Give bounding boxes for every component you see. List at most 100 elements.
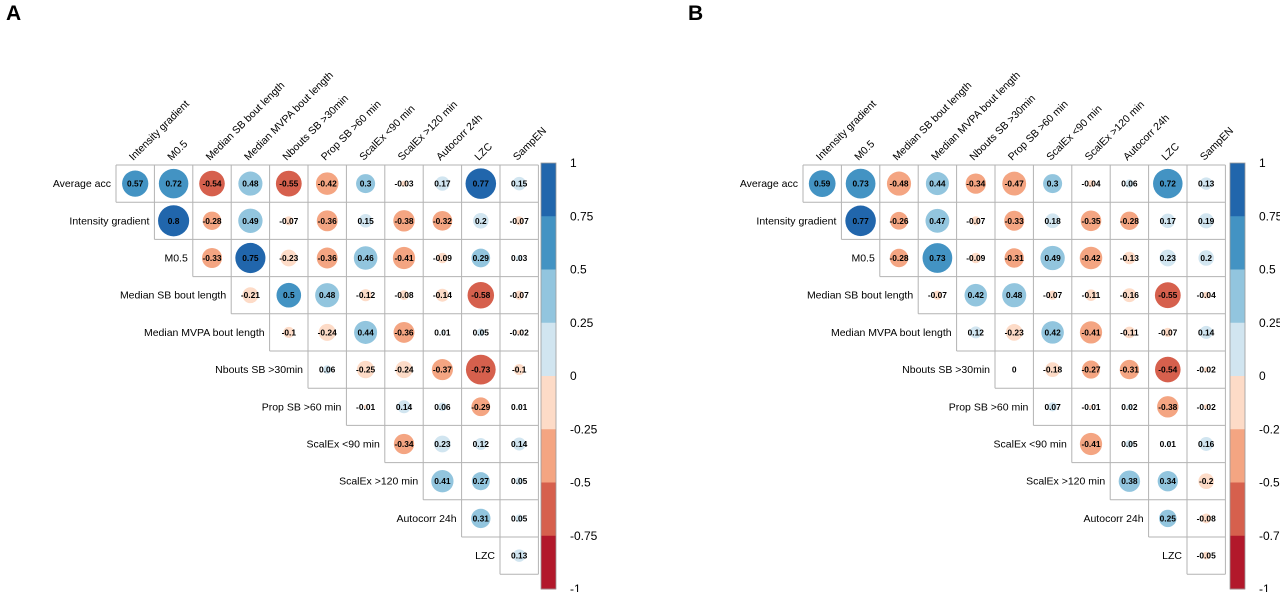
correlation-circle [845, 168, 876, 199]
correlation-circle [122, 170, 149, 197]
correlation-circle [1202, 551, 1211, 560]
colorbar-segment [541, 163, 556, 217]
correlation-circle [1198, 473, 1214, 489]
correlation-value: 0.16 [1198, 439, 1215, 449]
panel-letter: B [688, 2, 703, 25]
correlation-circle [845, 205, 876, 237]
correlation-value: -0.28 [1120, 216, 1139, 226]
correlation-circle [400, 180, 408, 187]
correlation-value: -0.01 [356, 402, 375, 412]
correlation-circle [1045, 362, 1060, 377]
correlation-circle [1045, 213, 1060, 229]
correlation-circle [280, 249, 298, 267]
correlation-value: -0.07 [1043, 290, 1062, 300]
colorbar-tick-label: 0 [1259, 369, 1266, 383]
correlation-circle [1123, 326, 1136, 339]
colorbar-segment [541, 482, 556, 537]
correlation-circle [434, 435, 451, 453]
correlation-circle [1087, 180, 1095, 188]
correlation-value: -0.55 [279, 179, 298, 189]
correlation-circle [471, 508, 491, 529]
correlation-circle [1157, 396, 1179, 418]
correlation-circle [1123, 251, 1136, 265]
colorbar-tick-label: -0.25 [570, 422, 598, 436]
correlation-value: 0.02 [1121, 402, 1138, 412]
correlation-value: -0.1 [512, 365, 527, 375]
correlation-circle [284, 216, 294, 226]
correlation-circle [513, 364, 525, 376]
correlation-circle [1154, 282, 1181, 309]
colorbar-tick-label: 0 [570, 369, 577, 383]
row-label: Autocorr 24h [1083, 513, 1143, 525]
colorbar-segment [1230, 429, 1245, 483]
colorbar-tick-label: -1 [570, 582, 581, 592]
correlation-circle [393, 210, 415, 232]
correlation-value: -0.08 [1197, 513, 1216, 523]
correlation-circle [1163, 327, 1173, 337]
correlation-circle [359, 289, 372, 302]
correlation-value: 0.23 [1160, 253, 1177, 263]
correlation-value: -0.28 [202, 216, 221, 226]
correlation-value: -0.1 [282, 327, 297, 337]
correlation-circle [235, 242, 266, 274]
correlation-value: -0.08 [394, 290, 413, 300]
correlation-value: -0.07 [1158, 327, 1177, 337]
correlation-circle [1202, 291, 1210, 299]
correlation-circle [1118, 470, 1141, 492]
correlation-circle [395, 361, 413, 379]
correlation-circle [1041, 321, 1064, 344]
correlation-value: -0.09 [433, 253, 452, 263]
correlation-circle [238, 171, 263, 196]
correlation-value: 0.47 [929, 216, 946, 226]
correlation-circle [471, 248, 491, 268]
correlation-value: -0.33 [1005, 216, 1024, 226]
row-label: Autocorr 24h [396, 513, 456, 525]
row-label: LZC [475, 550, 495, 562]
correlation-value: 0.17 [1160, 216, 1177, 226]
correlation-value: 0.72 [1160, 179, 1177, 189]
row-label: Intensity gradient [756, 215, 836, 227]
correlation-circle [1159, 249, 1177, 267]
correlation-circle [965, 173, 986, 194]
correlation-value: -0.21 [241, 290, 260, 300]
correlation-value: -0.02 [1197, 365, 1216, 375]
correlation-value: -0.18 [1043, 365, 1062, 375]
correlation-value: 0.13 [511, 551, 528, 561]
correlation-value: -0.11 [1120, 327, 1139, 337]
correlation-circle [1125, 440, 1134, 448]
correlation-circle [275, 170, 302, 197]
column-label: Nbouts SB >30min [280, 92, 351, 163]
correlation-value: -0.28 [889, 253, 908, 263]
correlation-value: -0.16 [1120, 290, 1139, 300]
correlation-value: -0.41 [1081, 439, 1100, 449]
correlation-value: -0.04 [1197, 290, 1216, 300]
correlation-circle [1198, 250, 1214, 266]
correlation-value: -0.07 [510, 216, 529, 226]
correlation-value: 0.27 [473, 476, 490, 486]
colorbar-segment [541, 376, 556, 430]
row-label: Median SB bout length [120, 290, 226, 302]
colorbar-segment [541, 429, 556, 483]
correlation-value: -0.38 [394, 216, 413, 226]
correlation-value: 0.01 [511, 402, 528, 412]
correlation-value: 0.14 [511, 439, 528, 449]
correlation-value: 0.46 [357, 253, 374, 263]
correlation-circle [516, 254, 523, 262]
colorbar-segment [541, 322, 556, 377]
correlation-circle [474, 437, 487, 451]
correlation-value: 0.06 [434, 402, 451, 412]
correlation-value: 0.49 [242, 216, 259, 226]
column-label: SampEN [1198, 125, 1236, 163]
correlation-value: -0.09 [966, 253, 985, 263]
colorbar-tick-label: 1 [1259, 156, 1266, 170]
colorbar-frame [1229, 162, 1246, 590]
colorbar-segment [541, 216, 556, 270]
colorbar-segment [541, 535, 556, 590]
correlation-value: -0.03 [394, 179, 413, 189]
correlation-value: -0.07 [928, 290, 947, 300]
colorbar-tick-label: -1 [1259, 582, 1270, 592]
correlation-value: -0.34 [966, 179, 985, 189]
correlation-value: 0.42 [1044, 327, 1061, 337]
colorbar-segment [1230, 322, 1245, 377]
